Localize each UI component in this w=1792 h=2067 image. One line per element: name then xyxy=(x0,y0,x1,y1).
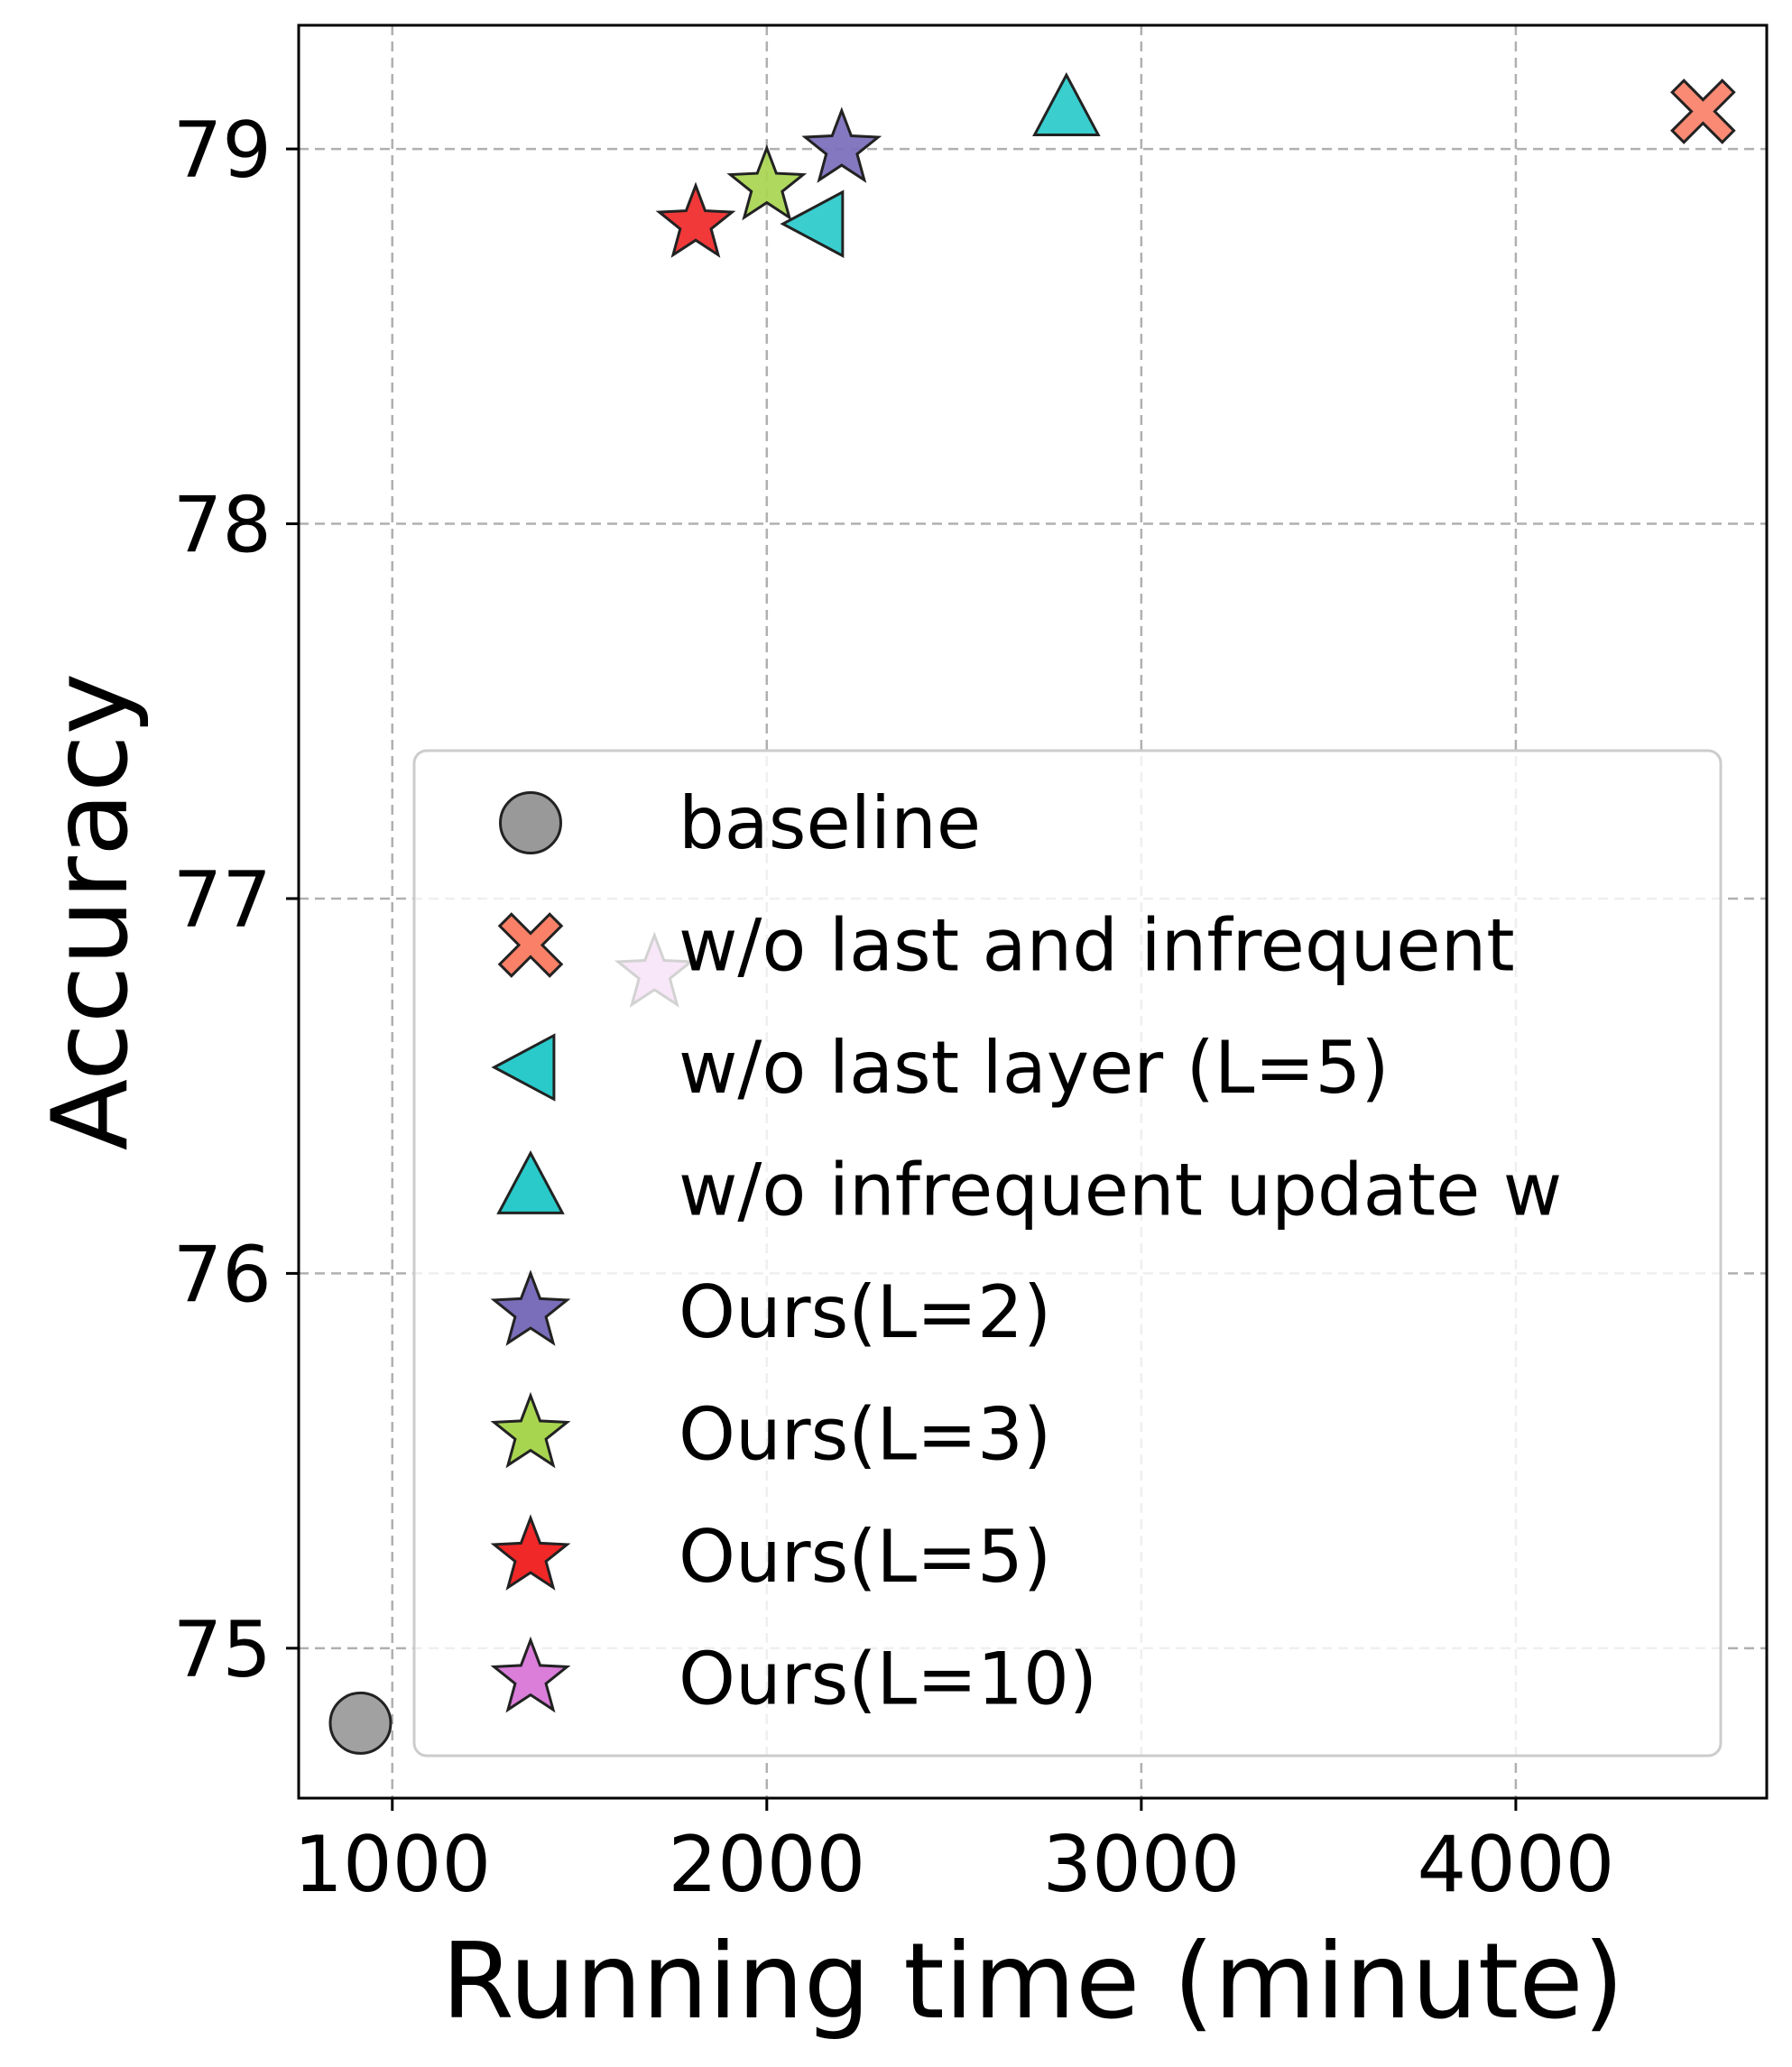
data-point xyxy=(726,143,808,221)
data-point xyxy=(1670,78,1736,144)
legend-label: w/o infrequent update w xyxy=(679,1149,1562,1232)
data-point xyxy=(1032,72,1101,136)
data-point xyxy=(780,189,845,258)
legend-label: Ours(L=10) xyxy=(679,1638,1097,1721)
legend-label: Ours(L=2) xyxy=(679,1270,1051,1354)
y-tick-label: 79 xyxy=(173,106,272,196)
x-axis-title: Running time (minute) xyxy=(441,1921,1624,2043)
legend-marker xyxy=(490,1269,571,1346)
legend-box xyxy=(412,749,1723,1758)
data-point xyxy=(328,1691,393,1755)
legend-label: w/o last and infrequent xyxy=(679,904,1515,988)
x-tick-label: 4000 xyxy=(1417,1820,1614,1910)
legend-marker xyxy=(491,1033,556,1102)
legend-marker xyxy=(496,1149,565,1214)
y-tick-label: 76 xyxy=(173,1230,272,1320)
legend-label: w/o last layer (L=5) xyxy=(679,1026,1390,1110)
legend-label: Ours(L=3) xyxy=(679,1393,1051,1477)
y-tick-label: 75 xyxy=(173,1605,272,1695)
data-point xyxy=(655,181,736,258)
legend-marker xyxy=(499,791,562,854)
legend-marker xyxy=(490,1391,571,1469)
y-tick-label: 78 xyxy=(173,481,272,571)
plot-frame xyxy=(297,23,1769,1800)
data-point xyxy=(801,106,882,183)
y-tick-label: 77 xyxy=(173,855,272,946)
legend-marker xyxy=(490,1636,571,1713)
legend-marker xyxy=(497,912,564,978)
legend-marker xyxy=(490,1514,571,1591)
axis-ticks: 1000 2000 3000 4000 75 76 77 78 79 xyxy=(173,106,1615,1910)
legend: baseline w/o last and infrequent w/o last … xyxy=(412,749,1723,1758)
x-tick-label: 3000 xyxy=(1042,1820,1240,1910)
x-tick-label: 2000 xyxy=(668,1820,865,1910)
y-axis-title: Accuracy xyxy=(30,673,152,1151)
x-tick-label: 1000 xyxy=(293,1820,491,1910)
legend-label: baseline xyxy=(679,781,981,865)
legend-label: Ours(L=5) xyxy=(679,1515,1051,1599)
